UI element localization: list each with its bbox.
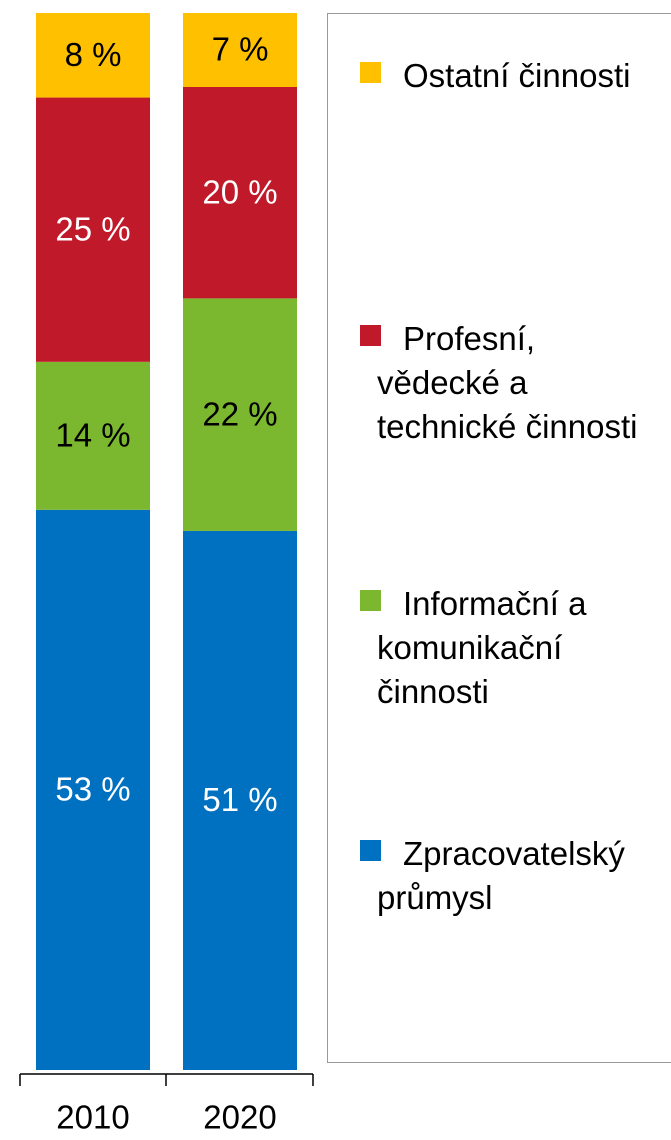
x-tick-label: 2020 [203,1099,276,1136]
legend-swatch [360,840,381,861]
legend-item: Profesní, vědecké a technické činnosti [360,317,657,449]
legend-item: Zpracovatelský průmysl [360,832,657,920]
legend-swatch [360,325,381,346]
legend: Zpracovatelský průmysl Informační a komun… [327,13,671,1063]
legend-item: Ostatní činnosti [360,54,657,98]
bar-segment [183,530,297,1070]
legend-swatch [360,590,381,611]
data-label: 51 % [202,781,277,818]
legend-label: Informační a komunikační činnosti [377,585,587,710]
data-label: 22 % [202,395,277,432]
x-tick-label: 2010 [56,1099,129,1136]
bar-segment [36,361,150,510]
bar-segment [183,86,297,299]
legend-swatch [360,62,381,83]
bar-segment [36,97,150,362]
bar-segment [183,298,297,531]
data-label: 25 % [55,210,130,247]
legend-label: Ostatní činnosti [403,57,631,94]
bar-segment [36,13,150,98]
legend-item: Informační a komunikační činnosti [360,582,657,714]
data-label: 14 % [55,417,130,454]
data-label: 20 % [202,173,277,210]
data-label: 7 % [212,31,269,68]
legend-label: Profesní, vědecké a technické činnosti [377,320,638,445]
data-label: 8 % [65,36,122,73]
legend-label: Zpracovatelský průmysl [377,835,625,916]
bar-segment [36,509,150,1070]
data-label: 53 % [55,771,130,808]
bar-segment [183,13,297,87]
